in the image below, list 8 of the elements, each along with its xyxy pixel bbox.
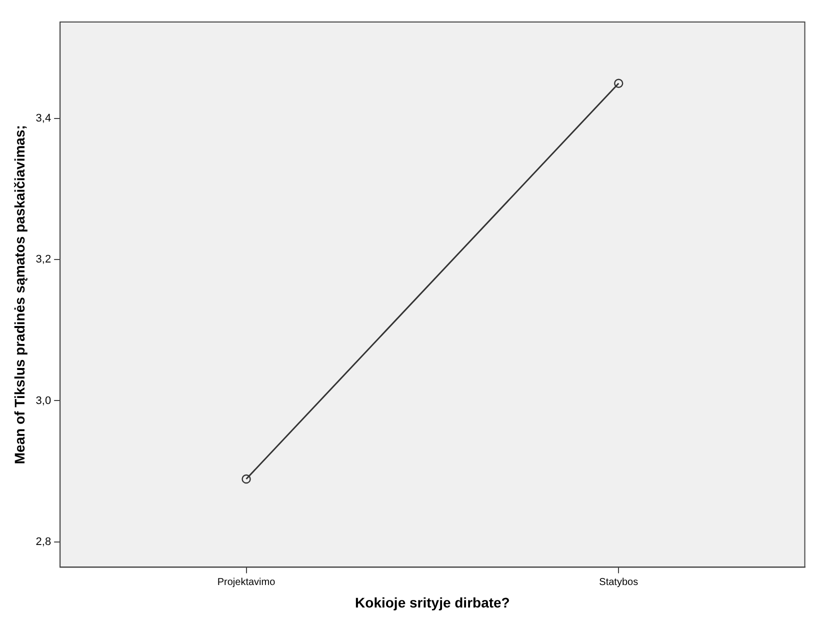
y-tick-label: 3,4: [36, 112, 52, 125]
y-axis-title: Mean of Tikslus pradinės sąmatos paskaičiavimas;: [11, 125, 28, 464]
y-tick-label: 3,0: [36, 394, 52, 407]
x-tick-label: Projektavimo: [217, 576, 276, 588]
y-tick-label: 2,8: [36, 536, 52, 548]
y-tick-label: 3,2: [36, 254, 52, 266]
x-axis-title: Kokioje srityje dirbate?: [355, 594, 510, 610]
x-tick-label: Statybos: [599, 576, 638, 588]
